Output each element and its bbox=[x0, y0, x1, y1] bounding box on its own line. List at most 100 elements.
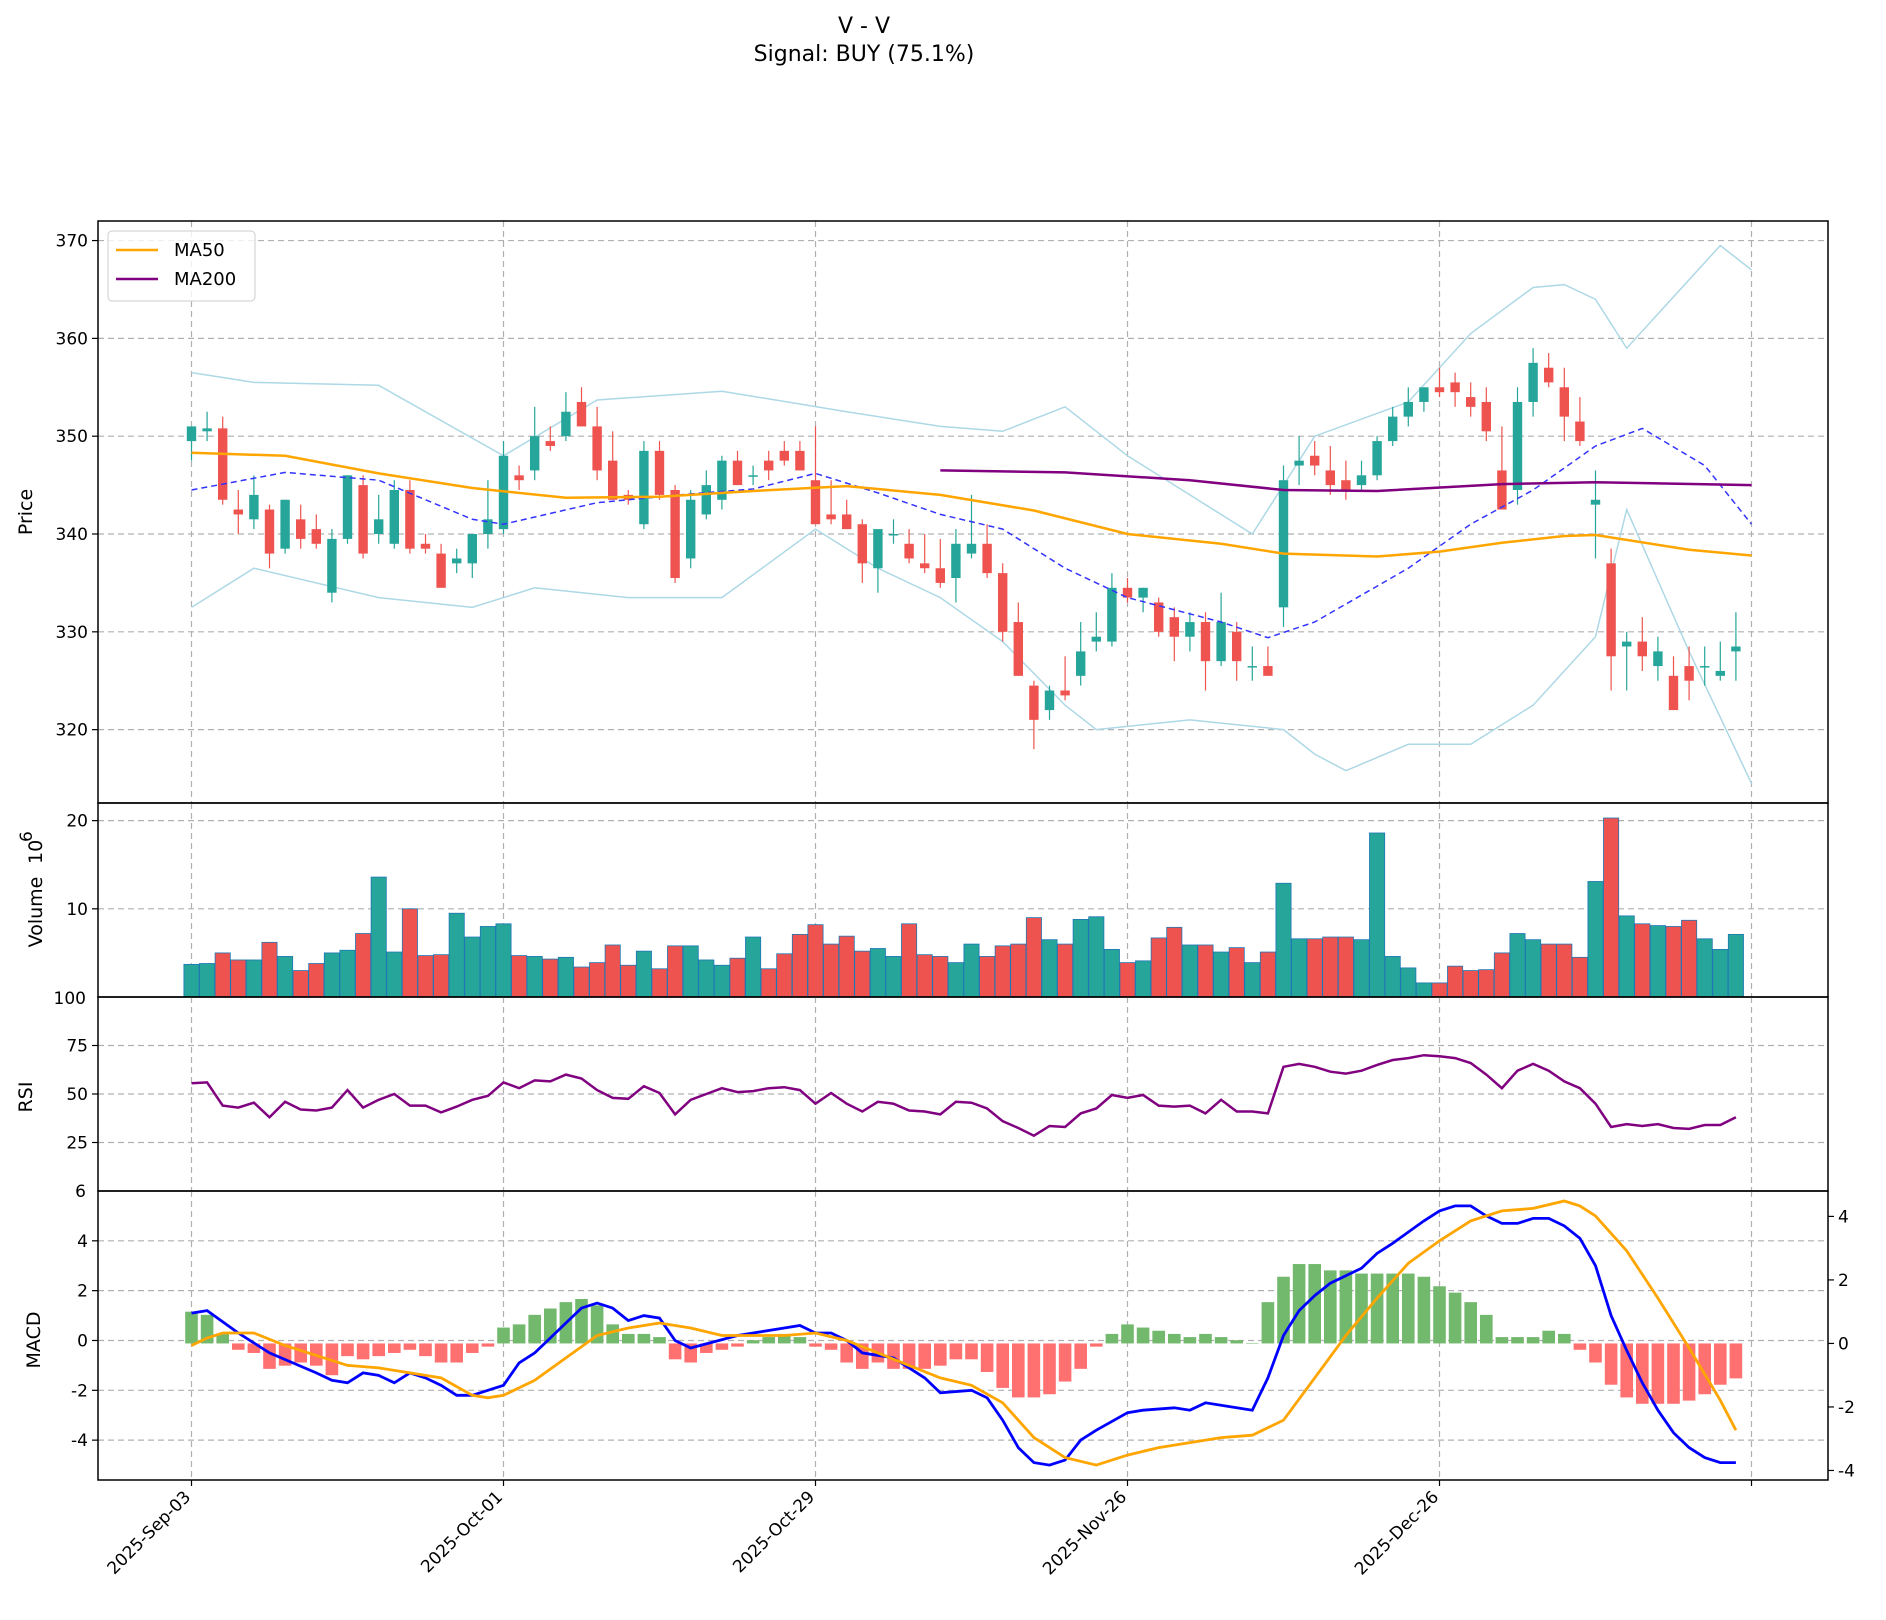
ma50-line bbox=[191, 451, 1752, 558]
macd-histogram-bar bbox=[1027, 1343, 1041, 1398]
candle-body bbox=[452, 558, 462, 564]
volume-bar bbox=[557, 956, 574, 998]
macd-histogram-bar bbox=[1136, 1327, 1150, 1344]
rsi-ylabel: RSI bbox=[15, 1082, 37, 1113]
macd-histogram-bar bbox=[1261, 1302, 1275, 1344]
volume-bar bbox=[1228, 947, 1245, 998]
chart-title: V - V bbox=[838, 14, 890, 39]
candle-body bbox=[358, 485, 368, 554]
rsi-ytick-label: 50 bbox=[66, 1085, 88, 1105]
volume-bar bbox=[823, 943, 840, 998]
macd-histogram-bar bbox=[934, 1343, 947, 1366]
candle-body bbox=[311, 529, 321, 544]
macd-histogram-bar bbox=[996, 1343, 1009, 1388]
macd-histogram-bar bbox=[1199, 1333, 1212, 1344]
candle-body bbox=[857, 524, 867, 564]
candle-body bbox=[1356, 475, 1367, 486]
candle-body bbox=[467, 534, 477, 564]
volume-bar bbox=[526, 956, 543, 998]
volume-bar bbox=[339, 949, 356, 998]
volume-ytick-label: 20 bbox=[66, 812, 88, 832]
macd-histogram-bar bbox=[809, 1343, 822, 1347]
macd-signal-line bbox=[190, 1199, 1738, 1467]
volume-bar bbox=[838, 935, 855, 998]
volume-bar bbox=[807, 924, 824, 998]
price-ytick-label: 360 bbox=[56, 329, 88, 349]
volume-bar bbox=[682, 945, 699, 998]
candle-body bbox=[1263, 666, 1273, 676]
volume-bar bbox=[1322, 936, 1339, 998]
volume-bar bbox=[199, 963, 216, 998]
volume-bar bbox=[448, 912, 465, 998]
macd-histogram-bar bbox=[840, 1343, 853, 1363]
candle-body bbox=[1200, 622, 1211, 662]
macd-histogram-bar bbox=[762, 1337, 775, 1344]
candle-body bbox=[342, 475, 353, 539]
macd-histogram-bar bbox=[1121, 1324, 1134, 1344]
candle-body bbox=[826, 514, 836, 520]
macd-histogram-bar bbox=[1589, 1343, 1602, 1363]
candle-body bbox=[1481, 401, 1491, 432]
macd-histogram-bar bbox=[1058, 1343, 1072, 1382]
price-ytick-label: 340 bbox=[56, 525, 88, 545]
candle-body bbox=[966, 543, 977, 554]
macd-histogram-bar bbox=[1667, 1343, 1680, 1404]
volume-bar bbox=[1681, 919, 1698, 998]
volume-bar bbox=[495, 923, 512, 998]
macd-histogram-bar bbox=[778, 1333, 791, 1344]
volume-bar bbox=[292, 970, 309, 998]
macd-ytick-label: 2 bbox=[77, 1282, 88, 1302]
macd-histogram-bar bbox=[715, 1343, 729, 1350]
volume-bar bbox=[323, 952, 340, 998]
volume-bar bbox=[1587, 881, 1604, 998]
macd-right-ytick-label: -4 bbox=[1838, 1461, 1855, 1481]
volume-bar bbox=[511, 955, 528, 998]
candle-body bbox=[280, 499, 290, 549]
volume-ylabel: Volume bbox=[25, 877, 47, 948]
candle-body bbox=[1653, 651, 1663, 667]
volume-scale-base: 10 bbox=[25, 840, 47, 864]
price-ticks: 320 330 340 350 360 370 bbox=[56, 232, 98, 741]
macd-histogram-bar bbox=[512, 1324, 526, 1344]
volume-bar bbox=[1431, 982, 1448, 998]
volume-bar bbox=[1244, 962, 1261, 998]
macd-histogram-bar bbox=[1277, 1276, 1290, 1344]
volume-bar bbox=[1696, 938, 1713, 998]
macd-histogram-bar bbox=[1511, 1337, 1524, 1344]
volume-bar bbox=[932, 956, 949, 998]
macd-histogram-bar bbox=[372, 1343, 385, 1357]
macd-ytick-label: 0 bbox=[77, 1331, 88, 1351]
candle-body bbox=[888, 534, 899, 536]
volume-bar bbox=[620, 964, 637, 998]
macd-right-ytick-label: -2 bbox=[1838, 1398, 1855, 1418]
candle-body bbox=[795, 450, 805, 471]
candle-body bbox=[1590, 499, 1601, 505]
volume-bar bbox=[1618, 915, 1635, 998]
macd-lines bbox=[190, 1199, 1738, 1467]
volume-bar bbox=[1103, 948, 1120, 998]
candle-body bbox=[233, 509, 243, 515]
macd-histogram-bar bbox=[1292, 1264, 1306, 1344]
volume-ytick-label: 10 bbox=[66, 900, 88, 920]
macd-ylabel: MACD bbox=[23, 1312, 45, 1369]
macd-histogram-bar bbox=[1090, 1343, 1103, 1347]
candle-body bbox=[576, 401, 587, 427]
volume-bar bbox=[667, 945, 684, 998]
volume-bar bbox=[1634, 923, 1651, 998]
macd-histogram-bar bbox=[1043, 1343, 1056, 1395]
volume-bar bbox=[916, 954, 933, 998]
macd-right-ytick-label: 0 bbox=[1838, 1334, 1849, 1354]
macd-histogram-bar bbox=[1214, 1337, 1228, 1344]
volume-bar bbox=[1727, 933, 1744, 998]
volume-bar bbox=[355, 933, 372, 998]
volume-bar bbox=[1259, 951, 1276, 998]
candle-body bbox=[1715, 670, 1725, 676]
candle-body bbox=[608, 460, 618, 500]
macd-ticks: -4 -2 0 2 4 -4 -2 0 2 4 bbox=[71, 1207, 1855, 1481]
candle-body bbox=[1466, 397, 1476, 407]
macd-histogram-bar bbox=[1480, 1314, 1493, 1344]
volume-bar bbox=[589, 962, 606, 998]
candle-body bbox=[1419, 387, 1429, 402]
candle-body bbox=[842, 514, 852, 530]
volume-bar bbox=[1400, 967, 1417, 998]
